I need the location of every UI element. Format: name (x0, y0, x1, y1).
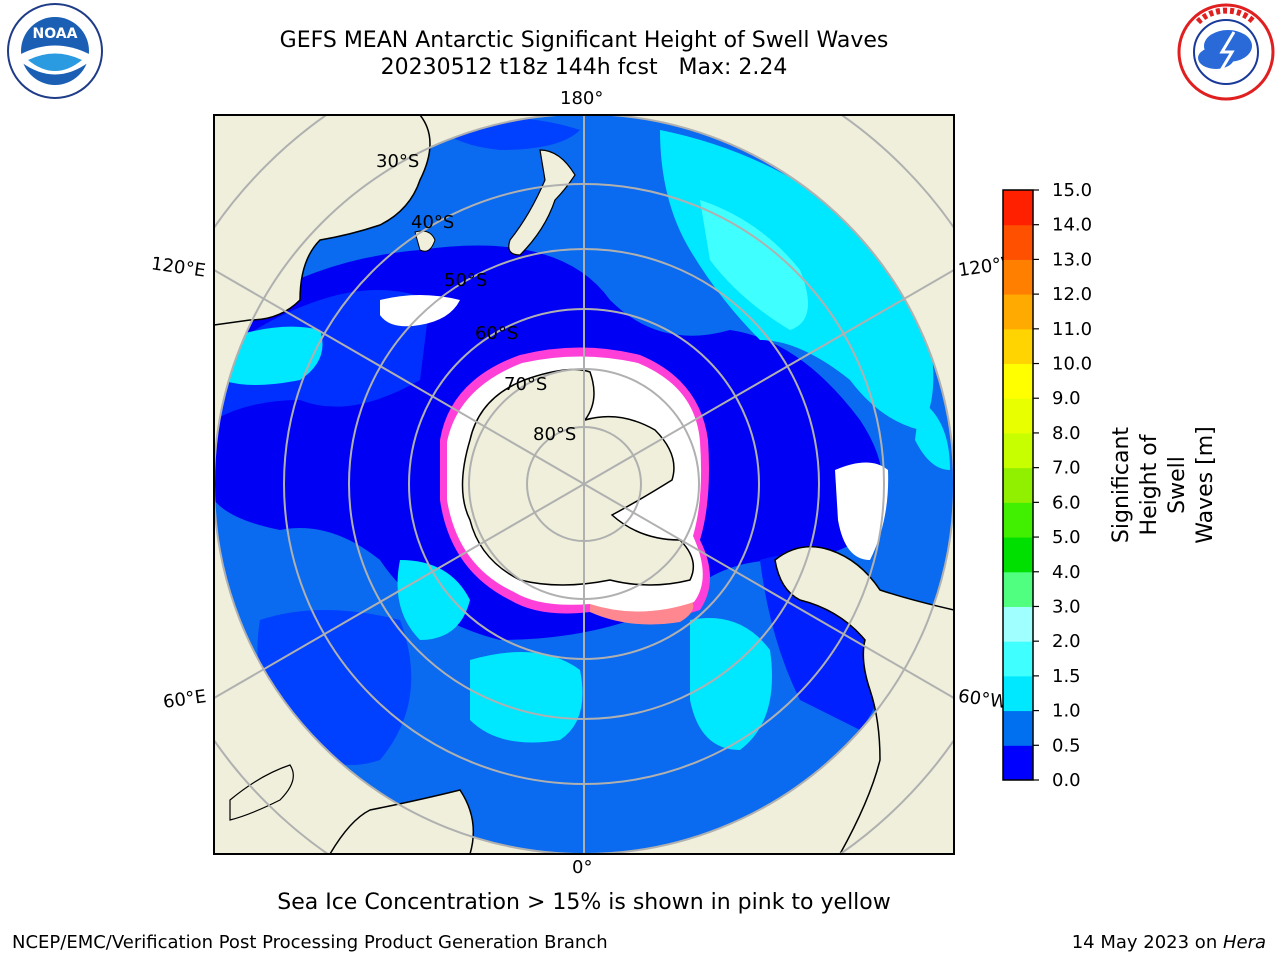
chart-title: GEFS MEAN Antarctic Significant Height o… (279, 28, 889, 53)
lat-label-80s: 80°S (533, 424, 577, 445)
footer-date-text: 14 May 2023 on (1071, 932, 1223, 953)
south-america (774, 545, 954, 854)
lat-label-70s: 70°S (504, 374, 548, 395)
nws-logo (1177, 3, 1275, 101)
lon-label-180: 180° (560, 88, 604, 109)
antarctica (461, 368, 695, 586)
new-zealand (508, 149, 576, 256)
lat-label-40s: 40°S (411, 212, 455, 233)
map-frame (213, 114, 955, 855)
sea-ice-caption: Sea Ice Concentration > 15% is shown in … (277, 890, 891, 915)
no-data-patch (380, 295, 460, 327)
lat-label-50s: 50°S (444, 270, 488, 291)
chart-subtitle: 20230512 t18z 144h fcst Max: 2.24 (380, 55, 788, 80)
graticule (214, 115, 954, 854)
madagascar (229, 764, 294, 821)
noaa-logo-text: NOAA (33, 26, 78, 42)
africa (329, 789, 475, 854)
colorbar-label-line2: Waves [m] (1193, 426, 1218, 544)
noaa-logo: NOAA (7, 3, 103, 99)
footer-host: Hera (1222, 932, 1266, 953)
lat-label-60s: 60°S (475, 323, 519, 344)
footer-date: 14 May 2023 on Hera (1072, 932, 1266, 953)
australia (214, 115, 431, 326)
lon-label-0: 0° (572, 857, 593, 878)
colorbar-label-line1: Significant Height of Swell (1109, 426, 1190, 544)
colorbar-label: Significant Height of Swell Waves [m] (1108, 405, 1218, 565)
footer-credit: NCEP/EMC/Verification Post Processing Pr… (12, 932, 608, 953)
lat-label-30s: 30°S (376, 151, 420, 172)
